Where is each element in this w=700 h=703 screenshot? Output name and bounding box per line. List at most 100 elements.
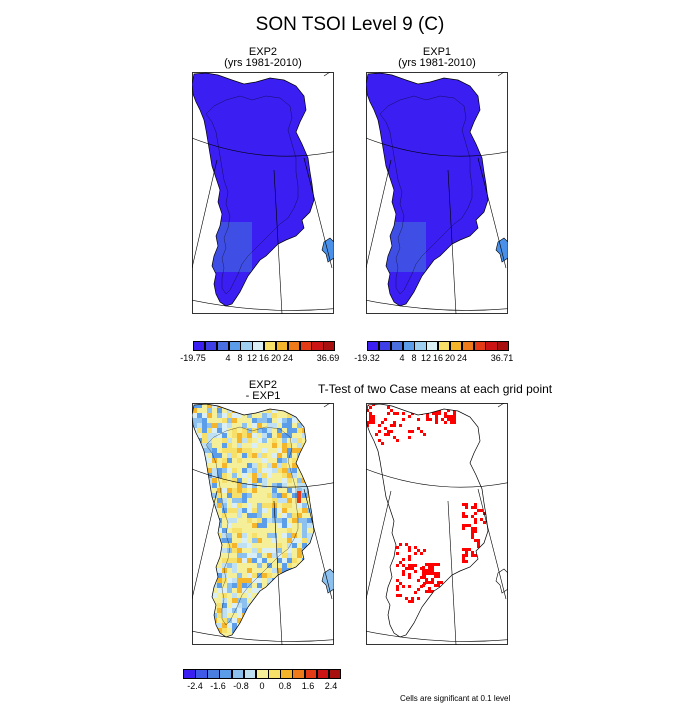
colorbar-exp2-labels: -19.75 4 8 12 16 20 24 36.69 <box>180 353 339 365</box>
diff-cell <box>267 498 272 503</box>
diff-cell <box>237 603 242 608</box>
diff-cell <box>257 468 262 473</box>
island-coastline <box>321 237 334 263</box>
graticule-line <box>366 137 508 157</box>
significant-cell <box>396 552 399 555</box>
diff-cell <box>227 418 232 423</box>
diff-cell <box>247 453 252 458</box>
diff-cell <box>247 588 252 593</box>
significant-cell <box>447 418 450 421</box>
diff-cell <box>227 533 232 538</box>
diff-cell <box>307 533 312 538</box>
significant-cell <box>428 569 431 572</box>
diff-cell <box>262 528 267 533</box>
diff-cell <box>282 553 287 558</box>
colorbar-exp1-label: 16 <box>432 353 444 363</box>
colorbar-exp1-swatch <box>461 341 474 351</box>
diff-cell <box>237 463 242 468</box>
significant-cell <box>428 590 431 593</box>
diff-cell <box>237 618 242 623</box>
significant-cell <box>425 569 428 572</box>
diff-cell <box>272 488 277 493</box>
diff-cell <box>232 438 237 443</box>
diff-cell <box>212 468 217 473</box>
diff-cell <box>267 438 272 443</box>
diff-cell <box>267 528 272 533</box>
diff-cell <box>222 458 227 463</box>
colorbar-exp1-swatch <box>449 341 463 351</box>
diff-cell <box>252 498 257 503</box>
diff-cell <box>277 493 282 498</box>
diff-cell <box>287 543 292 548</box>
diff-cell <box>277 463 282 468</box>
significant-cell <box>474 506 477 509</box>
diff-cell <box>262 493 267 498</box>
panel-title-exp1: EXP1 (yrs 1981-2010) <box>367 47 507 69</box>
diff-cell <box>277 478 282 483</box>
diff-cell <box>227 628 232 633</box>
significant-cell <box>420 552 423 555</box>
diff-cell <box>242 533 247 538</box>
significant-cell <box>431 566 434 569</box>
diff-cell <box>222 553 227 558</box>
diff-cell <box>262 428 267 433</box>
diff-cell <box>217 628 222 633</box>
significant-cell <box>462 515 465 518</box>
colorbar-diff-label: 2.4 <box>324 681 338 691</box>
colorbar-exp2-label: -19.75 <box>180 353 206 363</box>
colorbar-exp2-label: 16 <box>258 353 270 363</box>
significant-cell <box>474 512 477 515</box>
significant-cell <box>437 584 440 587</box>
colorbar-exp1-label: 20 <box>444 353 456 363</box>
colorbar-exp1-swatch <box>473 341 486 351</box>
diff-cell <box>257 498 262 503</box>
diff-cell <box>292 493 297 498</box>
diff-cell <box>237 568 242 573</box>
significant-cell <box>411 564 414 567</box>
coastline <box>192 403 315 638</box>
diff-cell <box>227 623 232 628</box>
significant-cell <box>396 579 399 582</box>
diff-cell <box>297 543 302 548</box>
significant-cell <box>465 551 468 554</box>
significant-cell <box>431 578 434 581</box>
significant-cell <box>405 543 408 546</box>
significant-cell <box>453 418 456 421</box>
diff-cell <box>272 478 277 483</box>
diff-cell <box>237 613 242 618</box>
diff-cell <box>267 568 272 573</box>
colorbar-exp1-label: 12 <box>420 353 432 363</box>
diff-cell <box>237 543 242 548</box>
diff-cell <box>297 518 302 523</box>
graticule-line <box>477 488 507 600</box>
diff-cell <box>277 533 282 538</box>
diff-cell <box>237 608 242 613</box>
significant-cell <box>431 581 434 584</box>
significant-cell <box>420 430 423 433</box>
colorbar-exp1-swatch <box>390 341 403 351</box>
diff-cell <box>212 428 217 433</box>
diff-cell <box>252 478 257 483</box>
diff-cell <box>207 433 212 438</box>
diff-cell <box>272 428 277 433</box>
significant-cell <box>465 503 468 506</box>
colorbar-diff-swatch <box>195 669 208 679</box>
significant-cell <box>434 563 437 566</box>
diff-cell <box>232 558 237 563</box>
colorbar-exp2-swatch <box>228 341 241 351</box>
diff-cell <box>282 443 287 448</box>
diff-cell <box>222 503 227 508</box>
diff-cell <box>257 538 262 543</box>
diff-cell <box>282 418 287 423</box>
diff-cell <box>217 423 222 428</box>
diff-cell <box>202 428 207 433</box>
diff-cell <box>292 463 297 468</box>
colorbar-exp2-swatch <box>252 341 265 351</box>
colorbar-exp2-label: 8 <box>237 353 243 363</box>
diff-cell <box>252 568 257 573</box>
diff-cell <box>212 598 217 603</box>
significant-cell <box>435 412 438 415</box>
diff-cell <box>262 503 267 508</box>
significant-cell <box>428 581 431 584</box>
diff-cell <box>297 508 302 513</box>
